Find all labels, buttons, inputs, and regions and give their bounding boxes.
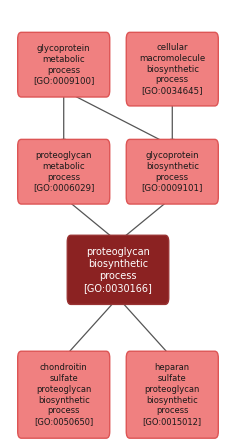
FancyBboxPatch shape	[126, 351, 218, 438]
Text: glycoprotein
metabolic
process
[GO:0009100]: glycoprotein metabolic process [GO:00091…	[33, 44, 94, 85]
FancyBboxPatch shape	[18, 33, 110, 97]
Text: cellular
macromolecule
biosynthetic
process
[GO:0034645]: cellular macromolecule biosynthetic proc…	[139, 43, 205, 95]
FancyBboxPatch shape	[18, 139, 110, 204]
Text: heparan
sulfate
proteoglycan
biosynthetic
process
[GO:0015012]: heparan sulfate proteoglycan biosyntheti…	[143, 363, 202, 426]
FancyBboxPatch shape	[126, 139, 218, 204]
Text: proteoglycan
metabolic
process
[GO:0006029]: proteoglycan metabolic process [GO:00060…	[33, 151, 94, 192]
Text: glycoprotein
biosynthetic
process
[GO:0009101]: glycoprotein biosynthetic process [GO:00…	[142, 151, 203, 192]
Text: proteoglycan
biosynthetic
process
[GO:0030166]: proteoglycan biosynthetic process [GO:00…	[84, 247, 152, 293]
Text: chondroitin
sulfate
proteoglycan
biosynthetic
process
[GO:0050650]: chondroitin sulfate proteoglycan biosynt…	[34, 363, 93, 426]
FancyBboxPatch shape	[18, 351, 110, 438]
FancyBboxPatch shape	[67, 235, 169, 305]
FancyBboxPatch shape	[126, 33, 218, 106]
